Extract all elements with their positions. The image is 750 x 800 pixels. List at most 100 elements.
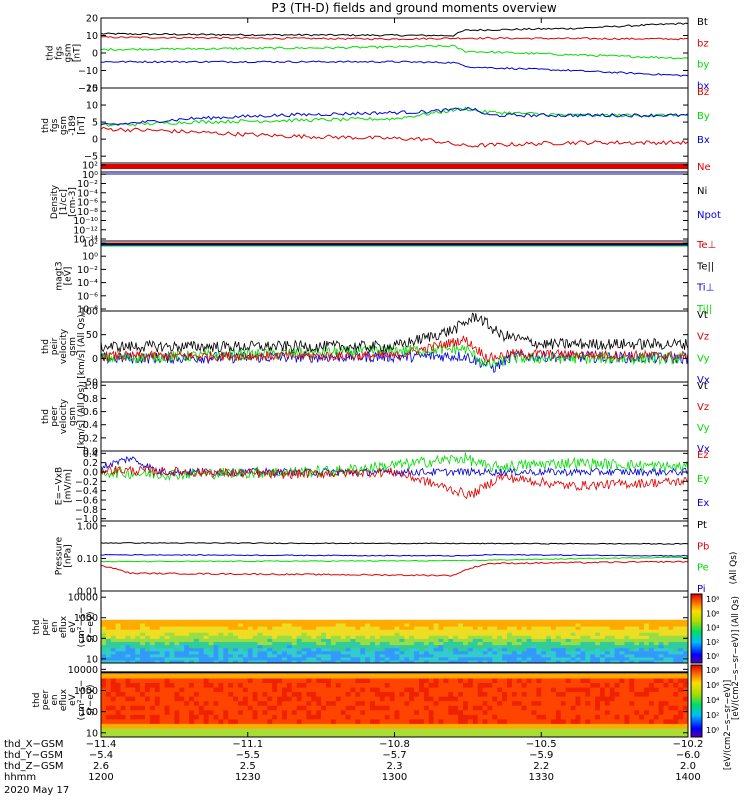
y-axis-label: [mV/m] bbox=[64, 469, 74, 503]
panel-fgs_gse: 15 10 5 0 −5 thd fgs gsm -189 [nT] Bz By Bx bbox=[41, 84, 710, 164]
y-tick-label: 0.0 bbox=[83, 447, 98, 458]
colorbar-tick-label: 10⁸ bbox=[706, 666, 719, 675]
y-axis-label: peer bbox=[41, 689, 51, 710]
y-tick-label: 10000 bbox=[68, 665, 98, 676]
y-tick-label: 10 bbox=[86, 31, 98, 42]
y-tick-label: 0 bbox=[92, 49, 98, 60]
y-axis-label: en bbox=[50, 621, 60, 632]
y-axis-label: gsm bbox=[68, 337, 78, 356]
y-tick-label: 0.4 bbox=[83, 449, 98, 460]
series-ne bbox=[101, 164, 688, 169]
y-tick-label: 10⁻⁴ bbox=[77, 188, 98, 199]
legend-Vy: Vy bbox=[697, 353, 710, 364]
x-value-x: −10.2 bbox=[673, 739, 704, 750]
x-value-z: 2.5 bbox=[240, 761, 256, 772]
legend-Vt: Vt bbox=[697, 381, 708, 392]
colorbar-peir_eflux bbox=[690, 593, 703, 664]
panel-peer_vel: 1.0 0.8 0.6 0.4 0.2 0.0 thd peer velocity gsm [km/… bbox=[41, 381, 710, 458]
y-axis-label: thd bbox=[41, 339, 51, 354]
y-tick-label: 15 bbox=[86, 84, 98, 95]
colorbar-tick-label: 10⁶ bbox=[706, 609, 719, 618]
panel-peir_vel: 100 50 0 −50 thd peir velocity gsm [km/s] (All Q… bbox=[41, 307, 710, 389]
colorbar-label: [eV/(cm2−s−sr−eV)] (All Qs) bbox=[731, 596, 741, 720]
legend-by: by bbox=[697, 60, 709, 71]
y-tick-label: 100 bbox=[80, 634, 98, 645]
y-axis-label: [nT] bbox=[77, 116, 87, 134]
colorbar-tick-label: 10² bbox=[706, 638, 719, 647]
panel-peer_eflux-data bbox=[101, 671, 688, 737]
panel-fgs: 20 10 0 −10 −20 thd fgs gsm [nT] Bt bz by bx bbox=[46, 14, 710, 95]
legend-Vt: Vt bbox=[697, 310, 708, 321]
x-row-label: thd_Z−GSM bbox=[4, 761, 64, 772]
y-axis-label: [cm-3] bbox=[68, 187, 78, 217]
x-value-z: 2.2 bbox=[533, 761, 549, 772]
y-axis-label: eflux bbox=[59, 688, 69, 711]
y-axis-label: sr−eV) bbox=[86, 611, 96, 642]
x-value-z: 2.6 bbox=[93, 761, 109, 772]
legend-By: By bbox=[697, 111, 710, 122]
legend-Bz: Bz bbox=[697, 87, 709, 98]
time-axis: thd_X−GSM −11.4 −11.1 −10.8 −10.5 −10.2 thd_Y−… bbox=[4, 18, 703, 796]
legend-Bx: Bx bbox=[697, 135, 710, 146]
panel-pressure-data bbox=[101, 542, 688, 577]
y-tick-label: 0.10 bbox=[77, 554, 98, 565]
legend-bz: bz bbox=[697, 38, 709, 49]
y-axis-label: thd bbox=[32, 620, 42, 635]
series-by bbox=[101, 44, 688, 60]
y-axis-label: -189 bbox=[68, 115, 78, 136]
panel-peir_eflux-data bbox=[101, 619, 688, 663]
legend-Vx: Vx bbox=[697, 375, 710, 386]
legend-Ti||: Ti|| bbox=[696, 304, 712, 315]
y-tick-label: 10⁻⁶ bbox=[77, 291, 98, 302]
y-axis-label: (cm²−s− bbox=[77, 680, 87, 721]
y-tick-label: −0.6 bbox=[75, 496, 98, 507]
x-row-label: hhmm bbox=[4, 772, 36, 783]
y-axis-label: thd bbox=[46, 46, 56, 61]
panel-temp-data bbox=[101, 242, 688, 247]
y-tick-label: 10² bbox=[82, 239, 98, 250]
legend-Te⊥: Te⊥ bbox=[696, 240, 716, 251]
x-value-hhmm: 1230 bbox=[235, 772, 260, 783]
plot-title: P3 (TH-D) fields and ground moments over… bbox=[271, 1, 556, 15]
y-axis-label: gsm bbox=[59, 116, 69, 135]
y-tick-label: 1.00 bbox=[77, 521, 98, 532]
y-axis-label: thd bbox=[32, 693, 42, 708]
panel-efield-data bbox=[101, 452, 688, 500]
x-value-y: −5.9 bbox=[529, 750, 553, 761]
y-axis-label: [eV] bbox=[64, 267, 74, 286]
y-tick-label: 10⁻¹² bbox=[73, 225, 98, 236]
series-pb bbox=[101, 560, 688, 577]
y-axis-label: [nT] bbox=[73, 44, 83, 62]
panel-peer_eflux: 10000 1000 100 10 thd peer en eflux eV (cm²−s− sr−… bbox=[32, 662, 689, 739]
y-tick-label: −0.8 bbox=[75, 505, 98, 516]
y-axis-label: (cm²−s− bbox=[77, 607, 87, 648]
y-axis-label: peer bbox=[50, 406, 60, 427]
legend-bx: bx bbox=[697, 81, 709, 92]
legend-Vz: Vz bbox=[697, 402, 709, 413]
y-axis-label: [km/s] (All Qs) bbox=[77, 314, 87, 378]
legend-Vy: Vy bbox=[697, 423, 710, 434]
y-tick-label: 1000 bbox=[74, 613, 98, 624]
x-value-hhmm: 1330 bbox=[529, 772, 554, 783]
x-value-hhmm: 1200 bbox=[88, 772, 113, 783]
y-tick-label: 10000 bbox=[68, 593, 98, 604]
series-vz bbox=[101, 335, 688, 363]
y-axis-label: peir bbox=[41, 618, 51, 636]
legend-Pt: Pt bbox=[697, 520, 707, 531]
y-axis-label: velocity bbox=[59, 328, 69, 364]
y-tick-label: 10⁻⁸ bbox=[77, 207, 98, 218]
legend-note: (All Qs) bbox=[729, 552, 739, 585]
y-axis-label: peir bbox=[50, 337, 60, 355]
series-bz bbox=[101, 126, 688, 148]
panel-fgs_gse-frame bbox=[100, 87, 689, 164]
legend-Ti⊥: Ti⊥ bbox=[696, 283, 714, 294]
y-axis-label: fgs bbox=[50, 118, 60, 132]
y-axis-label: eflux bbox=[59, 615, 69, 638]
y-tick-label: 10⁻⁶ bbox=[77, 198, 98, 209]
y-axis-label: [km/s] (All Qs) bbox=[77, 384, 87, 448]
y-axis-label: en bbox=[50, 694, 60, 705]
series-ez bbox=[101, 464, 688, 500]
legend-Ez: Ez bbox=[697, 450, 709, 461]
x-value-x: −11.1 bbox=[232, 739, 263, 750]
